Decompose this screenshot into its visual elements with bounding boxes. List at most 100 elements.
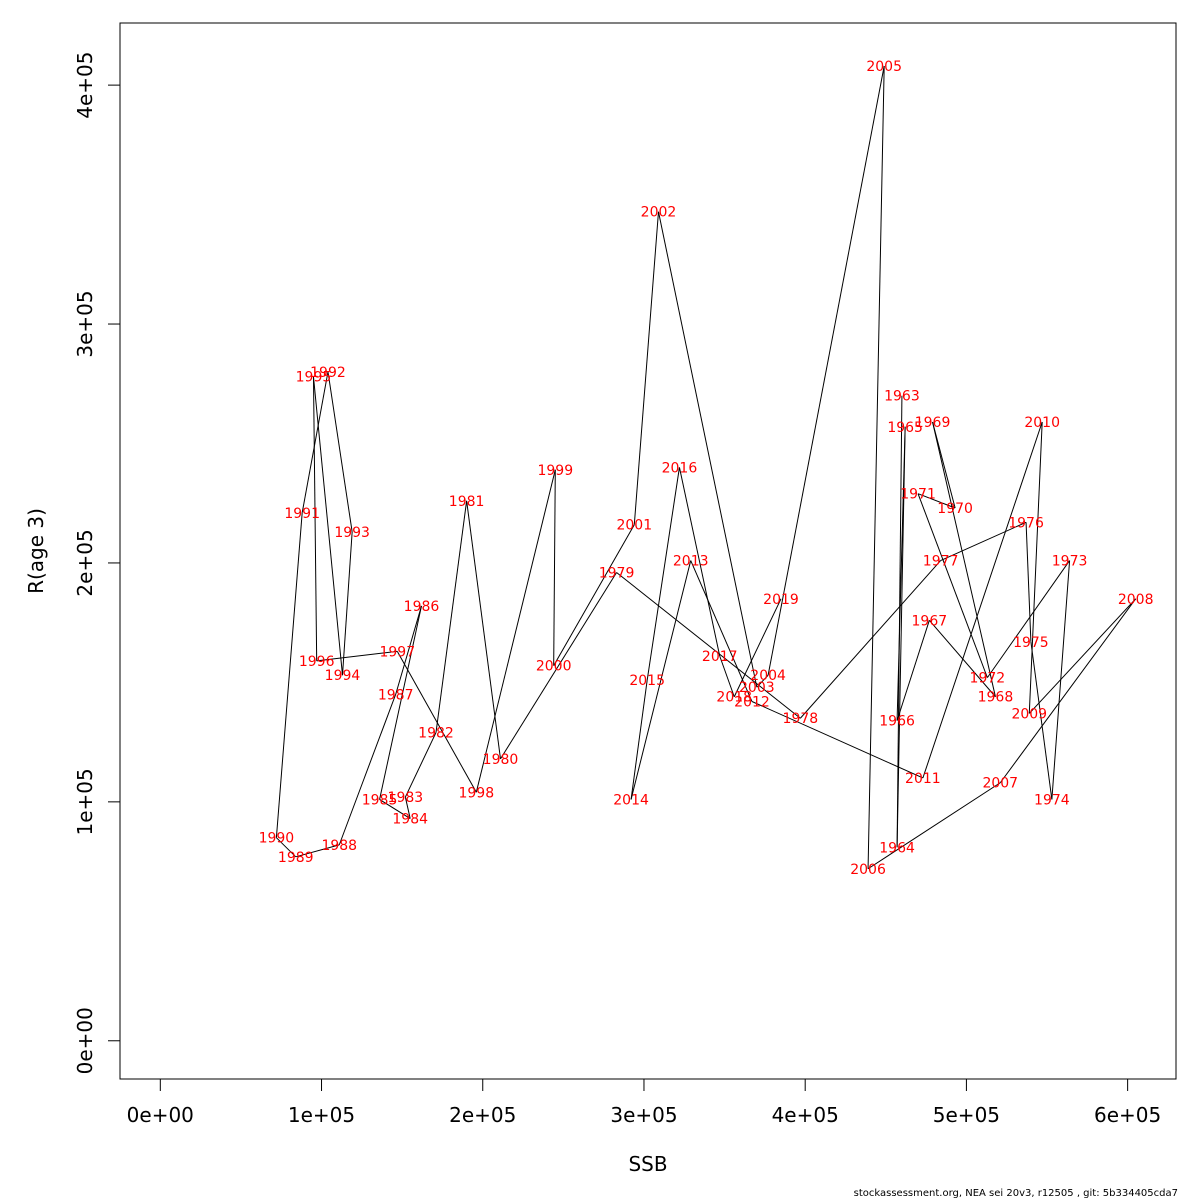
x-tick-label: 2e+05 [449, 1103, 516, 1127]
series-segment [630, 560, 692, 800]
point-year-label: 1976 [1008, 515, 1044, 531]
point-year-label: 1983 [388, 790, 424, 806]
series-segment [678, 467, 721, 657]
series-segment [327, 371, 353, 532]
point-year-label: 1973 [1052, 554, 1088, 570]
series-segment [633, 211, 659, 525]
point-year-label: 1991 [284, 506, 320, 522]
point-year-label: 2015 [629, 673, 665, 689]
point-year-label: 2002 [641, 205, 677, 221]
series-segment [986, 560, 1071, 678]
point-year-label: 1986 [404, 599, 440, 615]
series-segment [275, 512, 303, 838]
point-year-label: 1969 [915, 415, 951, 431]
series-segment [940, 521, 1027, 562]
point-year-label: 2016 [662, 460, 698, 476]
footer-caption: stockassessment.org, NEA sei 20v3, r1250… [853, 1188, 1178, 1199]
series-segment [1025, 522, 1032, 642]
point-year-label: 1994 [325, 668, 361, 684]
x-axis-title: SSB [628, 1152, 667, 1176]
point-year-label: 2012 [734, 695, 770, 711]
series-segment [466, 500, 501, 759]
point-year-label: 1968 [978, 690, 1014, 706]
point-year-label: 1967 [912, 613, 948, 629]
series-segment [338, 694, 397, 846]
series-segment [379, 799, 411, 820]
point-year-label: 1988 [321, 838, 357, 854]
series-segment [395, 605, 422, 695]
series-segment [316, 650, 398, 662]
point-year-label: 2010 [1024, 415, 1060, 431]
plot-frame [119, 22, 1177, 1080]
point-year-label: 1980 [483, 752, 519, 768]
point-year-label: 1965 [887, 420, 923, 436]
series-segment [896, 426, 906, 848]
point-year-label: 1966 [879, 714, 915, 730]
series-segment [867, 65, 885, 869]
x-tick-label: 5e+05 [933, 1103, 1000, 1127]
x-tick-label: 3e+05 [610, 1103, 677, 1127]
series-segment [312, 376, 343, 676]
series-segment [767, 65, 885, 676]
x-tick-label: 6e+05 [1094, 1103, 1161, 1127]
point-year-label: 1985 [362, 792, 398, 808]
series-segment [928, 619, 996, 698]
point-year-label: 1975 [1013, 635, 1049, 651]
point-year-label: 2001 [616, 518, 652, 534]
series-segment [500, 572, 617, 760]
point-year-label: 2014 [613, 792, 649, 808]
point-year-label: 1990 [259, 831, 295, 847]
point-year-label: 1964 [879, 840, 915, 856]
point-year-label: 1992 [310, 365, 346, 381]
series-segment [1028, 598, 1137, 714]
series-segment [896, 426, 906, 721]
point-year-label: 2013 [673, 554, 709, 570]
point-year-label: 1996 [299, 654, 335, 670]
point-year-label: 1981 [449, 494, 485, 510]
series-segment [932, 421, 956, 509]
series-segment [867, 782, 1001, 870]
series-segment [616, 572, 801, 719]
series-segment [404, 796, 411, 819]
series-segment [657, 211, 758, 688]
series-segment [630, 679, 648, 800]
series-segment [999, 598, 1137, 784]
series-segment [276, 837, 297, 858]
series-segment [341, 531, 353, 676]
series-segment [379, 605, 422, 800]
series-segment [475, 469, 556, 793]
point-year-label: 2019 [763, 592, 799, 608]
series-segment [932, 421, 996, 697]
point-year-label: 1999 [537, 463, 573, 479]
series-segment [553, 469, 556, 666]
point-year-label: 2009 [1011, 706, 1047, 722]
series-segment [690, 560, 753, 702]
point-year-label: 2006 [850, 862, 886, 878]
point-year-label: 2004 [750, 668, 786, 684]
series-segment [896, 620, 930, 721]
point-year-label: 1979 [599, 566, 635, 582]
point-year-label: 1997 [379, 644, 415, 660]
y-tick-label: 3e+05 [73, 290, 97, 357]
point-year-label: 1984 [392, 812, 428, 828]
series-segment [295, 844, 340, 858]
series-segment [396, 651, 477, 793]
point-year-label: 1989 [278, 850, 314, 866]
point-year-label: 2007 [982, 776, 1018, 792]
x-tick-label: 4e+05 [772, 1103, 839, 1127]
y-axis: 0e+00 1e+05 2e+05 3e+05 4e+05 [73, 51, 121, 1074]
series-segment [799, 560, 941, 719]
y-tick-label: 4e+05 [73, 51, 97, 118]
series-segment [646, 467, 680, 681]
point-year-label: 2018 [716, 690, 752, 706]
y-axis-title: R(age 3) [24, 508, 48, 594]
series-segment [553, 524, 635, 666]
series-segment [922, 421, 1043, 779]
point-year-label: 1970 [937, 501, 973, 517]
series-segment [301, 371, 329, 513]
point-year-label: 1995 [296, 370, 332, 386]
series-segment [719, 655, 735, 697]
point-year-label: 1977 [923, 554, 959, 570]
x-tick-label: 0e+00 [127, 1103, 194, 1127]
